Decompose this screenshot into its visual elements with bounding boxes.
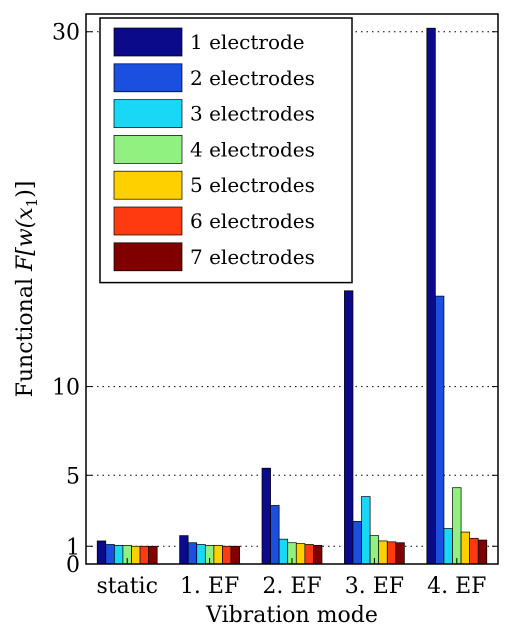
legend-label: 3 electrodes: [190, 102, 315, 126]
x-tick-label: 4. EF: [427, 574, 486, 599]
bar: [352, 521, 362, 565]
bar: [278, 538, 289, 565]
bar: [179, 535, 189, 565]
bar: [395, 542, 405, 565]
x-tick-label: 1. EF: [180, 574, 239, 599]
bar: [196, 544, 206, 565]
bar: [295, 543, 306, 565]
legend-swatch: [113, 135, 183, 164]
legend-swatch: [113, 27, 183, 57]
y-axis-label-suffix: )]: [13, 181, 38, 198]
y-tick-label: 1: [66, 535, 80, 560]
bar: [148, 545, 158, 565]
bar: [386, 541, 397, 565]
bar: [261, 467, 271, 565]
legend-label: 6 electrodes: [190, 209, 315, 233]
y-tick-label: 0: [66, 553, 80, 578]
legend-swatch: [113, 63, 183, 93]
legend-swatch: [113, 99, 183, 128]
y-tick-label: 30: [52, 21, 80, 46]
y-axis-label: Functional F[w(x1)]: [13, 181, 41, 398]
legend-label: 5 electrodes: [190, 173, 315, 197]
bar: [313, 545, 323, 565]
x-axis-label: Vibration mode: [205, 603, 378, 628]
legend-swatch: [113, 206, 183, 236]
bar: [139, 545, 149, 565]
bar: [477, 539, 488, 565]
bar: [443, 528, 453, 565]
x-tick-label: 3. EF: [345, 574, 404, 599]
legend-swatch: [113, 170, 183, 200]
bar: [378, 540, 388, 565]
y-axis-label-math: F[w(x: [13, 207, 38, 272]
bar: [131, 545, 141, 565]
legend-label: 1 electrode: [190, 30, 305, 54]
bar: [96, 540, 107, 565]
bar: [113, 545, 124, 565]
bar: [304, 544, 314, 565]
y-axis-label-subscript: 1: [23, 198, 41, 208]
bar: [435, 295, 445, 565]
bar: [213, 545, 223, 565]
bar: [460, 531, 471, 565]
legend-layer: 1 electrode 2 electrodes 3 electrodes 4 ele…: [99, 17, 353, 284]
y-axis-label-prefix: Functional: [13, 271, 38, 397]
bar: [270, 505, 280, 565]
bar: [187, 542, 198, 565]
bar: [361, 496, 371, 565]
bar: [222, 545, 232, 565]
legend-label: 7 electrodes: [190, 245, 315, 269]
bar: [469, 537, 479, 565]
x-tick-label: static: [96, 574, 157, 599]
legend-label: 4 electrodes: [190, 137, 315, 161]
bar: [452, 487, 462, 565]
bar: [344, 290, 354, 565]
bars-layer: [96, 27, 488, 565]
bar: [105, 544, 115, 565]
x-tick-label: 2. EF: [262, 574, 321, 599]
bar: [230, 545, 240, 565]
legend-label: 2 electrodes: [190, 66, 315, 90]
ticks-layer: 01 5 10 30 static 1. EF 2. EF 3. EF 4. EF: [52, 21, 498, 599]
bar: [426, 27, 436, 565]
y-tick-label: 10: [52, 376, 80, 401]
y-tick-label: 5: [66, 464, 80, 489]
legend-swatch: [113, 242, 183, 272]
